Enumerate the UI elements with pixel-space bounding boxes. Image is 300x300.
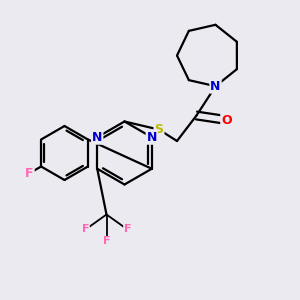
Text: F: F (103, 236, 110, 247)
Text: N: N (147, 131, 157, 144)
Text: N: N (92, 131, 102, 144)
Text: F: F (25, 167, 34, 180)
Text: N: N (210, 80, 221, 93)
Text: F: F (82, 224, 89, 235)
Text: S: S (154, 123, 164, 136)
Text: F: F (124, 224, 131, 235)
Text: O: O (221, 113, 232, 127)
